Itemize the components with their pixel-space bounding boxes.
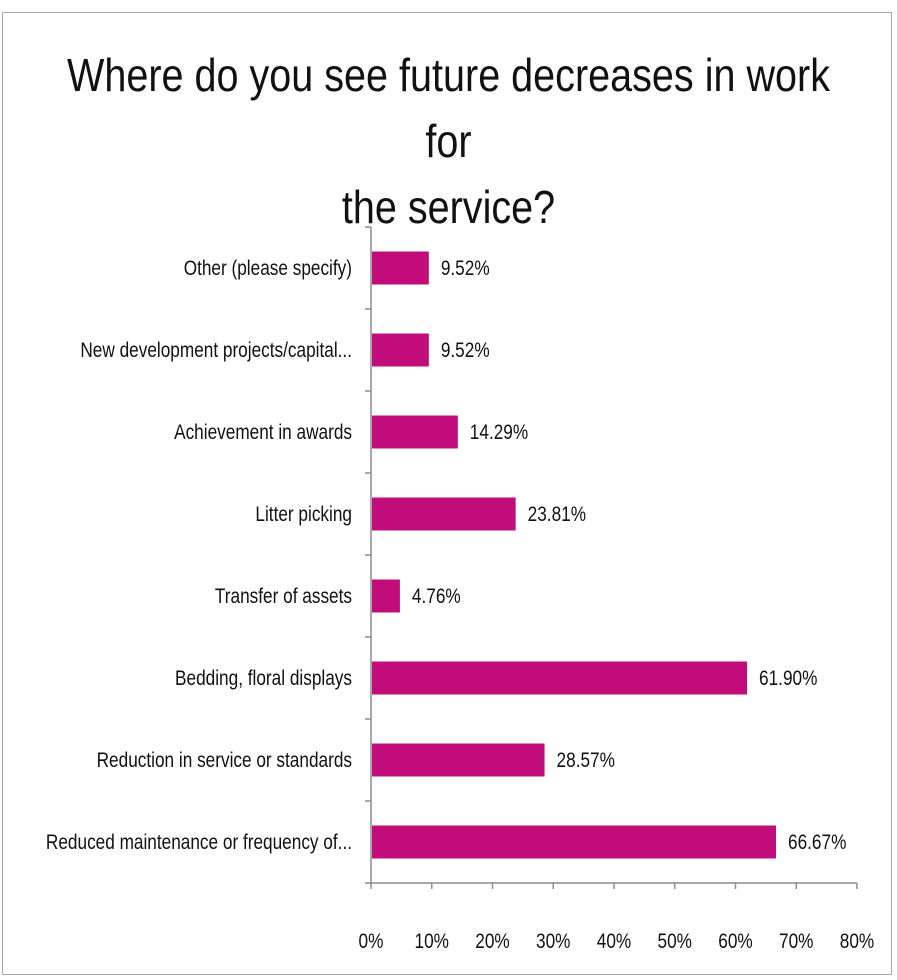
data-label: 66.67% [788, 832, 846, 855]
data-label: 4.76% [412, 586, 461, 609]
data-label: 9.52% [441, 258, 490, 281]
chart-title-line-1: Where do you see future decreases in wor… [66, 49, 831, 167]
bar [372, 497, 516, 531]
category-label: Reduced maintenance or frequency of... [46, 832, 352, 855]
category-label: Bedding, floral displays [175, 668, 352, 691]
x-tick-label: 80% [840, 931, 874, 954]
chart-title-line-2: the service? [341, 181, 556, 233]
x-tick-label: 60% [718, 931, 752, 954]
x-tick-label: 30% [536, 931, 570, 954]
data-label: 14.29% [470, 422, 528, 445]
chart-title: Where do you see future decreases in wor… [63, 42, 834, 240]
bar [372, 661, 748, 695]
category-label: Transfer of assets [215, 586, 352, 609]
data-label: 23.81% [528, 504, 586, 527]
x-tick-label: 50% [658, 931, 692, 954]
x-tick-label: 40% [597, 931, 631, 954]
data-label: 9.52% [441, 340, 490, 363]
data-label: 61.90% [759, 668, 817, 691]
bar [372, 251, 429, 285]
x-tick-label: 20% [475, 931, 509, 954]
x-tick-label: 0% [359, 931, 384, 954]
x-tick-label: 70% [779, 931, 813, 954]
bar [372, 825, 777, 859]
data-label: 28.57% [557, 750, 615, 773]
category-label: New development projects/capital... [80, 340, 352, 363]
bar [372, 415, 458, 449]
category-label: Litter picking [255, 504, 352, 527]
chart-frame [2, 12, 892, 975]
category-label: Achievement in awards [174, 422, 352, 445]
bar [372, 743, 545, 777]
category-label: Reduction in service or standards [97, 750, 352, 773]
bar [372, 333, 429, 367]
x-tick-label: 10% [415, 931, 449, 954]
category-label: Other (please specify) [184, 258, 352, 281]
bar [372, 579, 400, 613]
